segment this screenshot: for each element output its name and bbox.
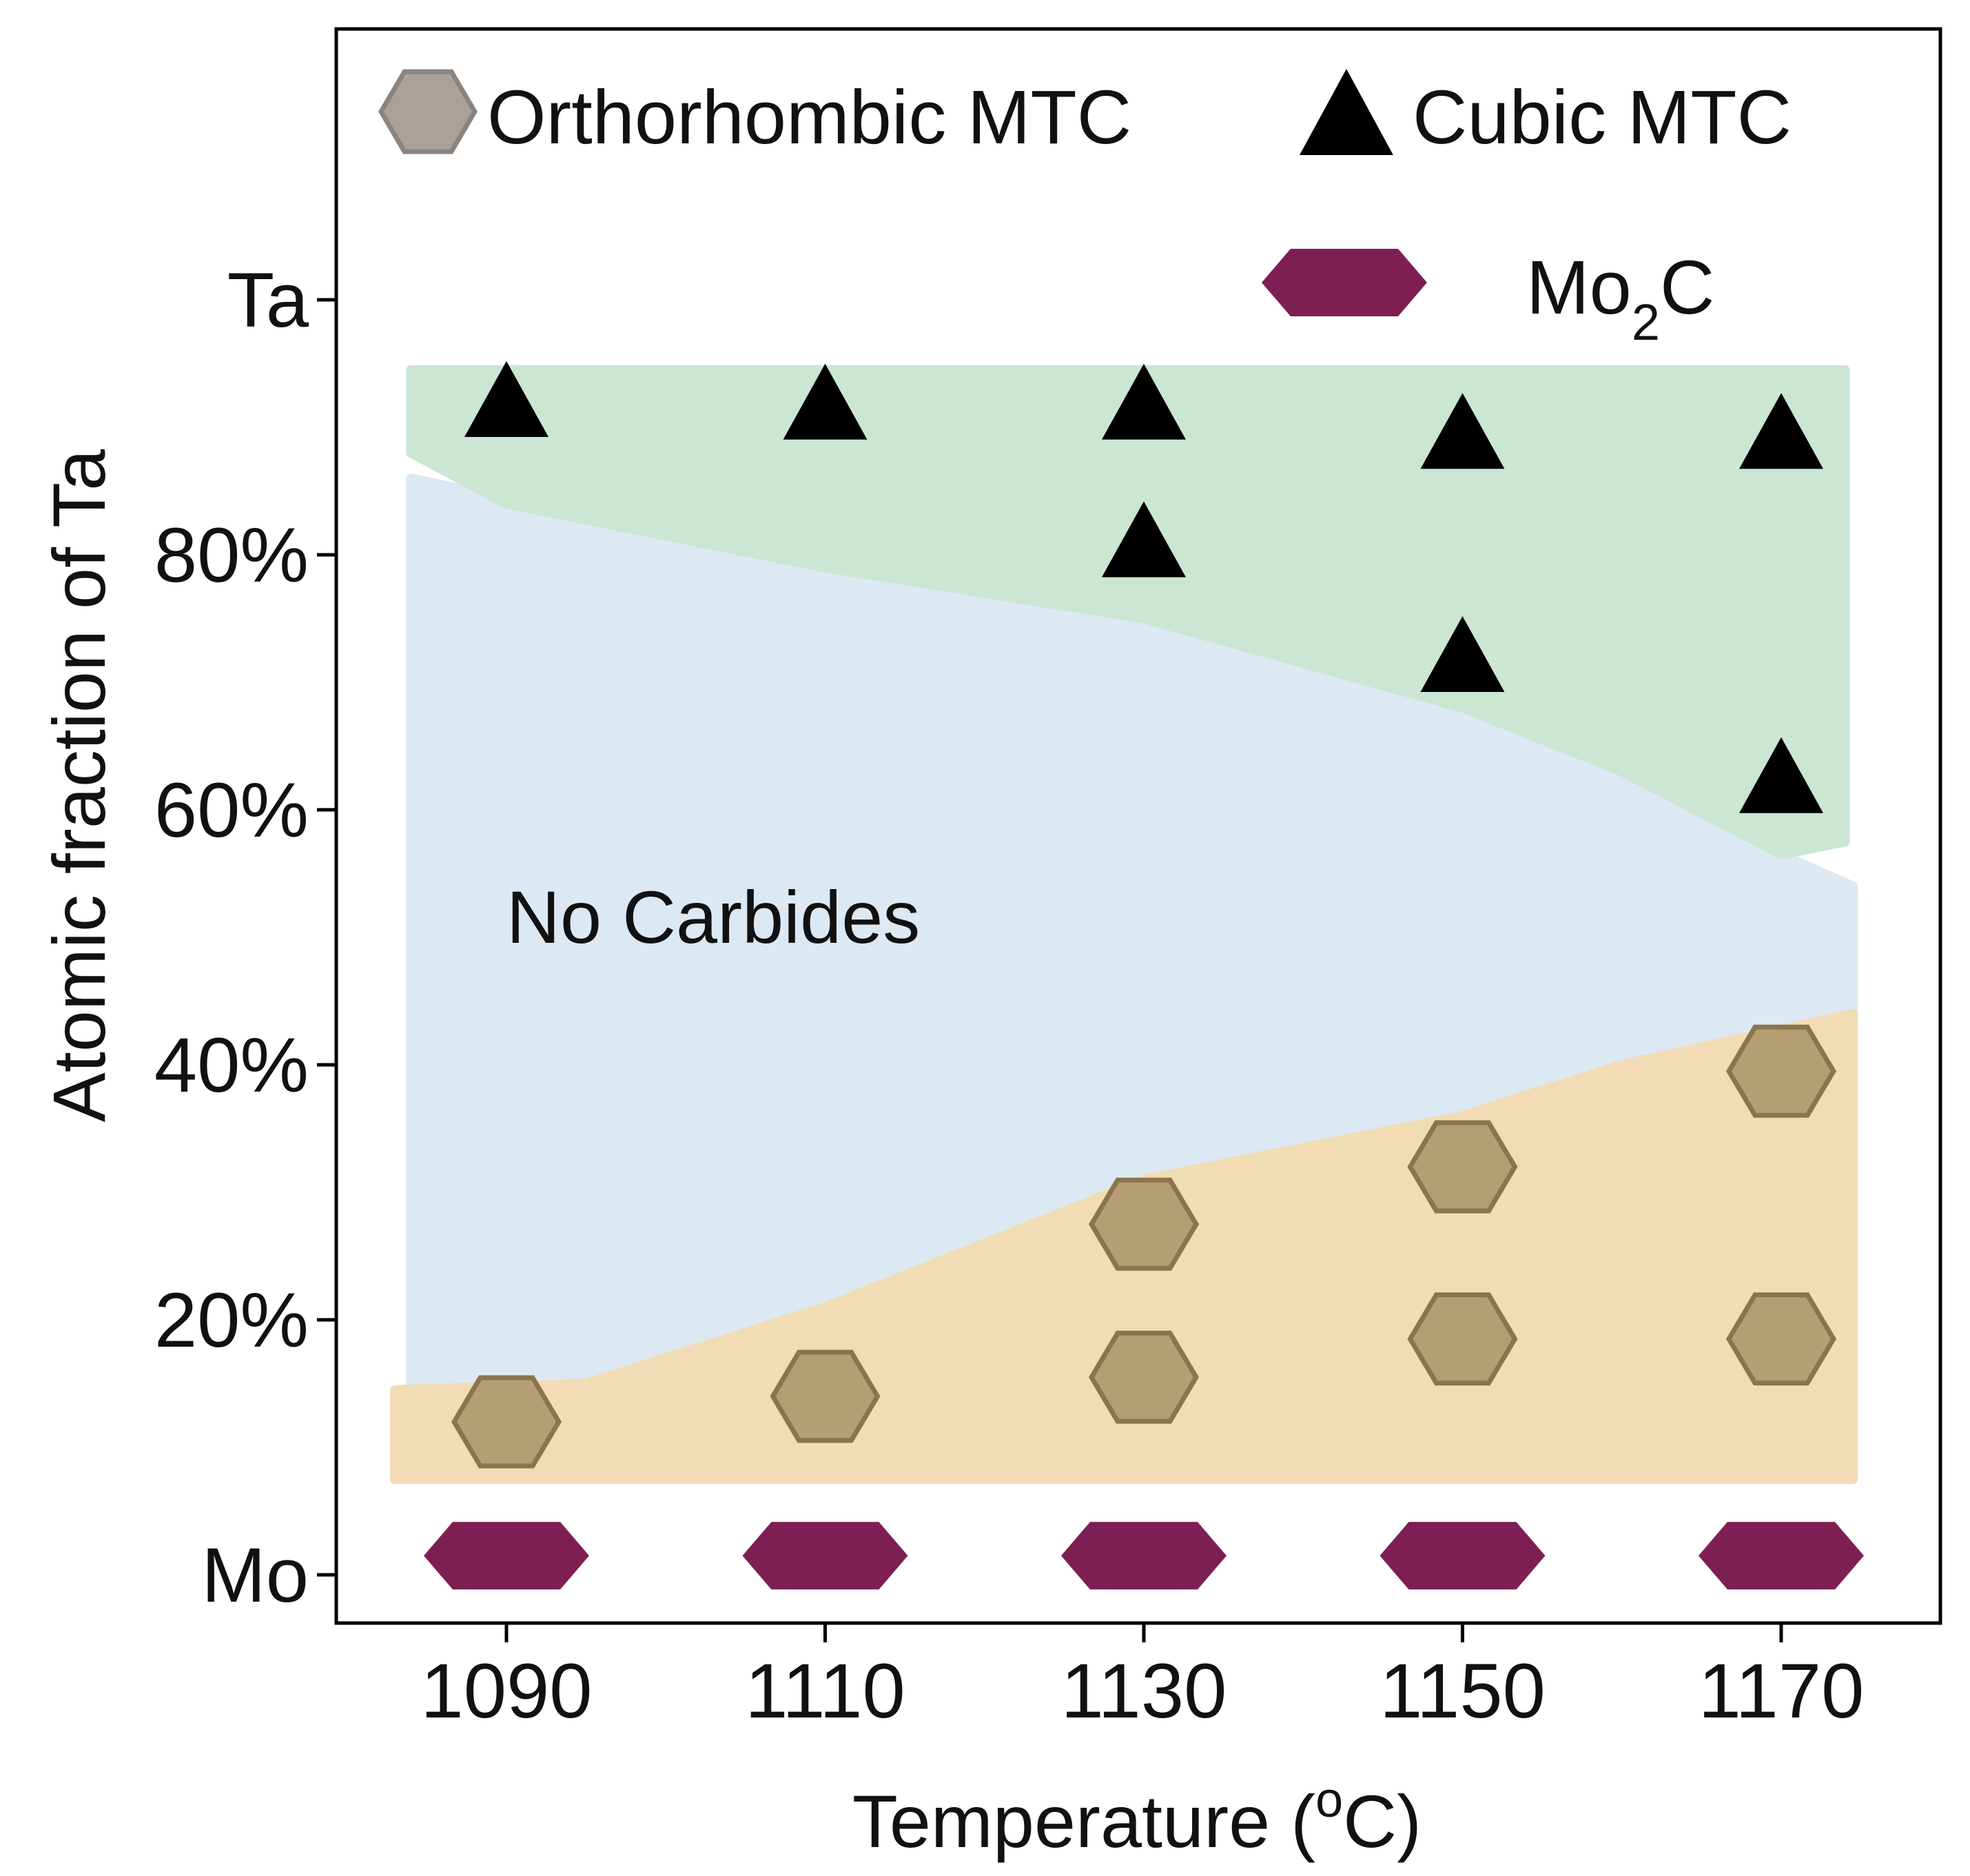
x-axis-title-main: Temperature (	[852, 1780, 1315, 1863]
phase-regions: No Carbides	[390, 365, 1858, 1485]
legend-cubic-marker	[1300, 69, 1393, 155]
y-tick-label-5: Ta	[227, 257, 309, 343]
x-axis-title-unit: C)	[1343, 1780, 1422, 1863]
data-markers	[424, 361, 1864, 1590]
x-tick-label-1110: 1110	[745, 1648, 905, 1734]
y-tick-label-0: Mo	[201, 1532, 309, 1618]
cubic-mtc-point-7	[1739, 393, 1823, 469]
y-tick-label-1: 20%	[154, 1277, 309, 1363]
mo2c-point-1	[424, 1522, 589, 1590]
axes: 1090 1110 1130 1150 1170 Mo 20% 40% 60% 80% Ta Temp…	[37, 27, 1942, 1863]
legend-orthorhombic-label: Orthorhombic MTC	[487, 75, 1131, 160]
legend-mo2c-marker	[1262, 249, 1427, 316]
orthorhombic-mtc-point-3	[1088, 1330, 1200, 1424]
legend-mo2c-label-sub: 2	[1632, 294, 1660, 351]
y-tick-label-2: 40%	[154, 1022, 309, 1108]
mo2c-point-5	[1699, 1522, 1864, 1590]
x-axis-title: Temperature (oC)	[852, 1773, 1422, 1863]
x-tick-label-1170: 1170	[1699, 1648, 1865, 1734]
cubic-mtc-point-2	[783, 363, 868, 440]
mo2c-point-3	[1061, 1522, 1227, 1590]
x-tick-label-1130: 1130	[1061, 1648, 1227, 1734]
cubic-mtc-point-6	[1420, 616, 1505, 692]
orthorhombic-mtc-point-6	[1407, 1120, 1518, 1214]
orthorhombic-mtc-point-1	[451, 1375, 562, 1469]
mo2c-point-4	[1379, 1522, 1546, 1590]
legend-orthorhombic-marker	[378, 69, 478, 154]
x-tick-label-1090: 1090	[420, 1648, 592, 1734]
cubic-mtc-point-8	[1739, 737, 1823, 813]
legend-cubic-label: Cubic MTC	[1413, 75, 1792, 160]
legend-mo2c-label-tail: C	[1660, 245, 1714, 330]
cubic-mtc-point-3	[1102, 363, 1186, 440]
x-tick-label-1150: 1150	[1379, 1648, 1546, 1734]
region-cubic-mtc-region	[406, 365, 1850, 859]
legend: Orthorhombic MTC Cubic MTC Mo2C	[378, 69, 1792, 351]
y-axis-title: Atomic fraction of Ta	[37, 449, 121, 1122]
orthorhombic-mtc-point-4	[1088, 1177, 1200, 1271]
legend-mo2c-label-main: Mo	[1526, 245, 1632, 330]
cubic-mtc-point-5	[1420, 393, 1505, 469]
orthorhombic-mtc-point-5	[1407, 1292, 1518, 1386]
orthorhombic-mtc-point-8	[1725, 1024, 1837, 1118]
mo2c-point-2	[742, 1522, 908, 1590]
cubic-mtc-point-1	[464, 361, 548, 437]
plot-frame	[334, 27, 1942, 1625]
y-tick-label-3: 60%	[154, 767, 309, 853]
no-carbides-label: No Carbides	[506, 875, 920, 959]
orthorhombic-mtc-point-7	[1725, 1292, 1837, 1386]
orthorhombic-mtc-point-2	[770, 1349, 881, 1443]
legend-mo2c-label: Mo2C	[1526, 245, 1714, 351]
cubic-mtc-point-4	[1102, 501, 1186, 578]
x-axis-title-degree: o	[1315, 1773, 1343, 1828]
y-tick-label-4: 80%	[154, 512, 309, 598]
